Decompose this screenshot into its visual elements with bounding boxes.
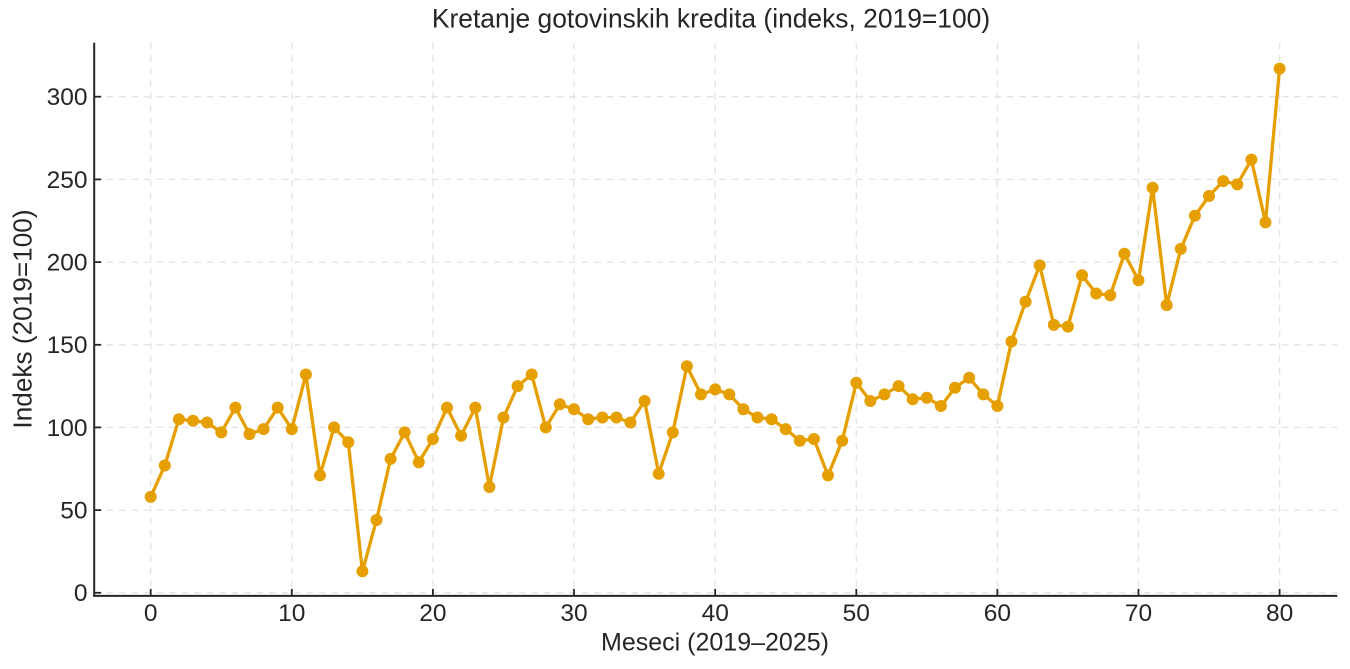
svg-text:0: 0 xyxy=(74,580,88,607)
svg-text:20: 20 xyxy=(419,600,446,627)
svg-text:Indeks (2019=100): Indeks (2019=100) xyxy=(8,209,38,428)
svg-text:70: 70 xyxy=(1125,600,1152,627)
svg-text:40: 40 xyxy=(702,600,729,627)
svg-text:200: 200 xyxy=(47,250,88,277)
svg-text:250: 250 xyxy=(47,167,88,194)
svg-text:80: 80 xyxy=(1266,600,1293,627)
svg-text:60: 60 xyxy=(984,600,1011,627)
svg-text:Meseci (2019–2025): Meseci (2019–2025) xyxy=(601,629,829,657)
svg-text:300: 300 xyxy=(47,84,88,111)
svg-text:50: 50 xyxy=(843,600,870,627)
svg-text:0: 0 xyxy=(144,600,158,627)
svg-text:10: 10 xyxy=(278,600,305,627)
svg-text:30: 30 xyxy=(560,600,587,627)
svg-text:50: 50 xyxy=(60,498,87,525)
svg-text:100: 100 xyxy=(47,415,88,442)
svg-text:Kretanje gotovinskih kredita (: Kretanje gotovinskih kredita (indeks, 20… xyxy=(432,4,990,34)
svg-text:150: 150 xyxy=(47,332,88,359)
